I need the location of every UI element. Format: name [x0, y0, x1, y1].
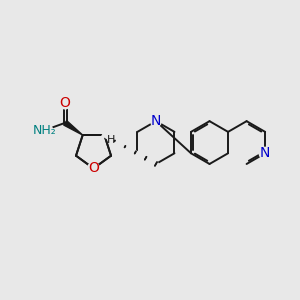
Text: N: N	[260, 146, 270, 160]
Polygon shape	[64, 121, 83, 135]
Text: O: O	[60, 97, 70, 110]
Text: NH₂: NH₂	[32, 124, 56, 137]
Text: N: N	[151, 114, 161, 128]
Circle shape	[259, 147, 271, 159]
Text: O: O	[88, 161, 99, 176]
Circle shape	[88, 163, 100, 174]
Circle shape	[60, 98, 70, 109]
Circle shape	[151, 116, 161, 127]
Text: H: H	[107, 134, 115, 145]
Circle shape	[36, 122, 52, 139]
